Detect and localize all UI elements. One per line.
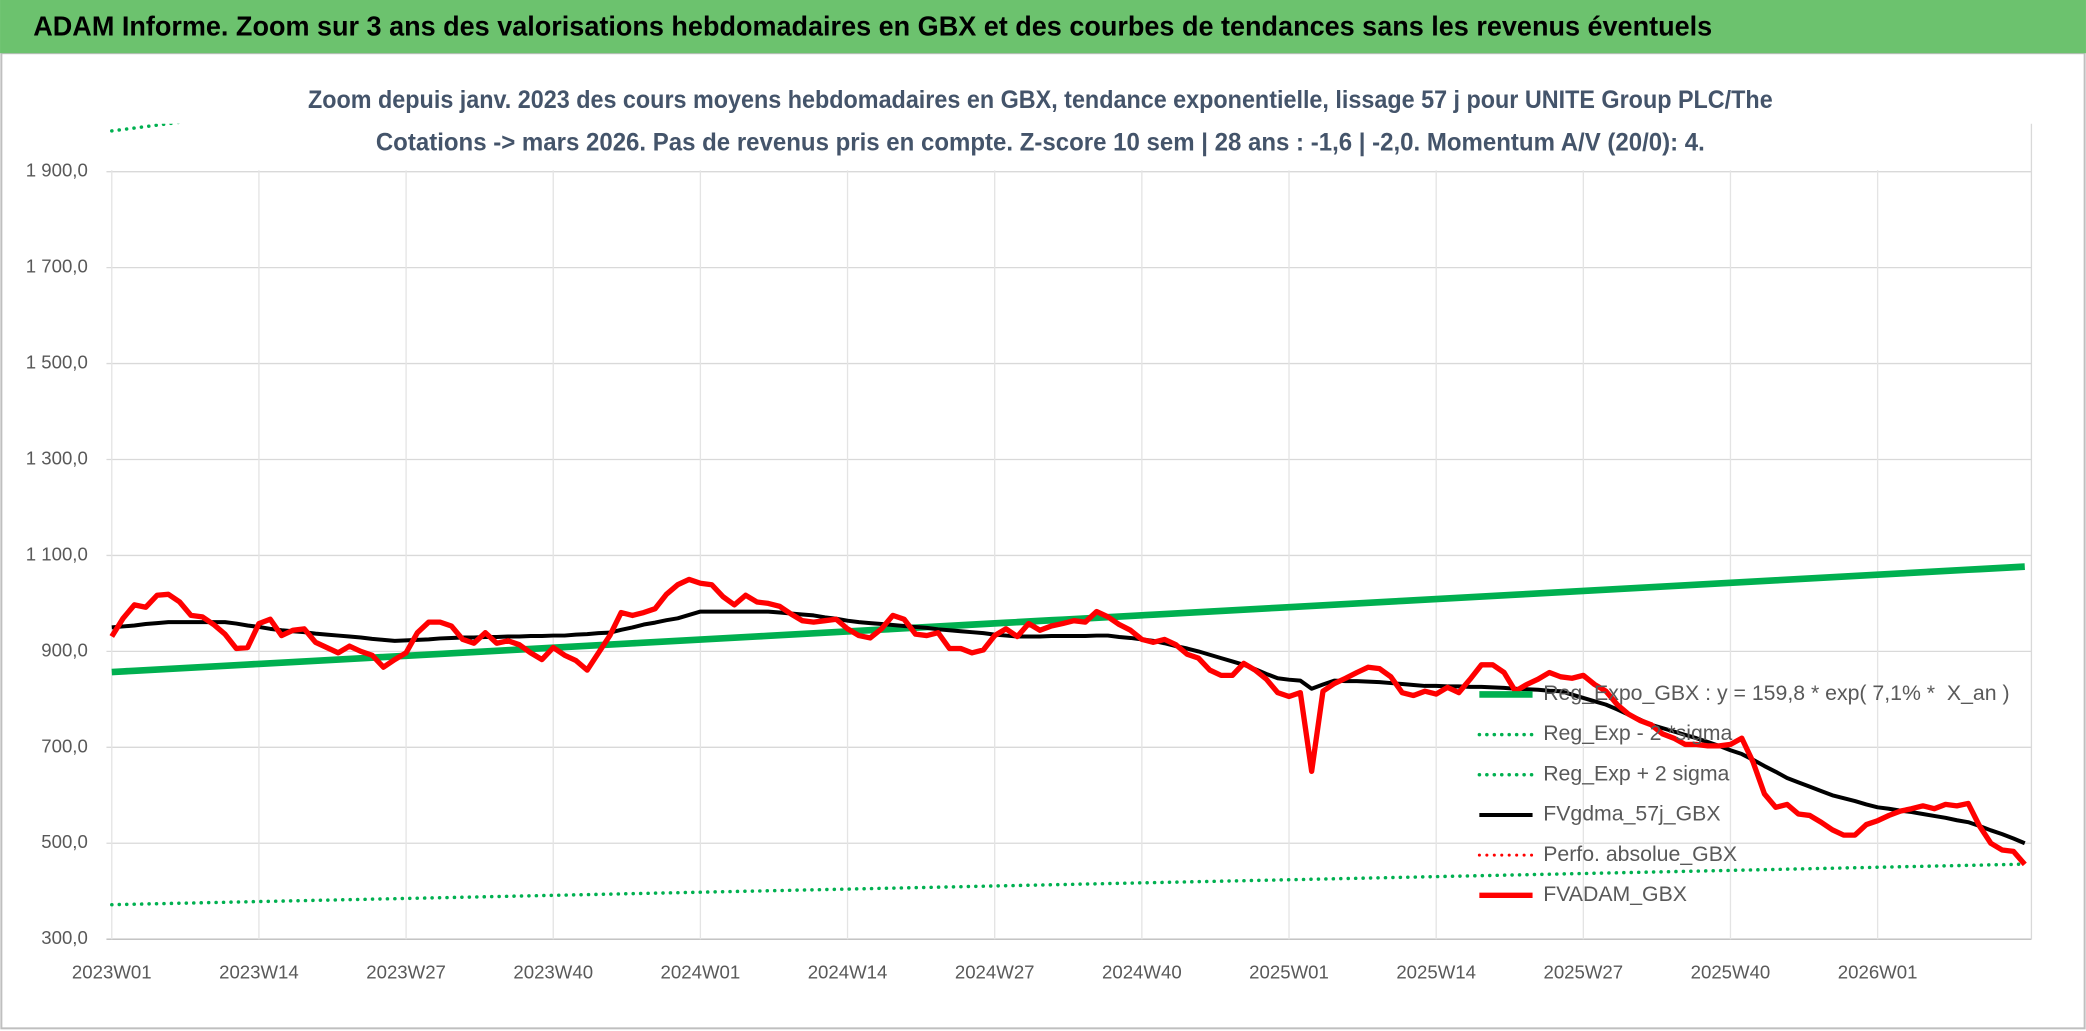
series-line [110,862,2027,907]
header-bar [0,0,2086,54]
x-tick-label: 2023W01 [72,962,152,983]
y-tick-label: 1 300,0 [26,447,88,468]
y-tick-label: 500,0 [41,831,88,852]
series-line [111,563,2025,676]
title-background [303,77,1780,171]
legend-label: FVgdma_57j_GBX [1543,802,1720,826]
header-title: ADAM Informe. Zoom sur 3 ans des valoris… [33,10,1712,41]
series-line [109,576,2027,867]
x-tick-label: 2024W40 [1102,962,1182,983]
legend-label: Perfo. absolue_GBX [1543,842,1737,866]
x-tick-label: 2023W14 [219,962,299,983]
legend-label: Reg_Exp - 2 *sigma [1543,721,1732,745]
x-tick-label: 2025W14 [1396,962,1476,983]
y-tick-label: 1 900,0 [26,160,88,181]
y-tick-label: 300,0 [41,927,88,948]
x-tick-label: 2024W01 [661,962,741,983]
chart-subtitle: Cotations -> mars 2026. Pas de revenus p… [376,128,1705,156]
x-tick-label: 2025W01 [1249,962,1329,983]
x-tick-label: 2024W14 [808,962,888,983]
legend-label: FVADAM_GBX [1543,882,1687,906]
y-tick-label: 1 500,0 [26,351,88,372]
x-tick-label: 2024W27 [955,962,1035,983]
x-tick-label: 2025W27 [1543,962,1623,983]
y-tick-label: 1 100,0 [26,543,88,564]
x-tick-label: 2025W40 [1691,962,1771,983]
legend-label: Reg_Exp + 2 sigma [1543,761,1729,785]
legend-label: Reg_Expo_GBX : y = 159,8 * exp( 7,1% * X… [1543,681,2009,705]
x-tick-label: 2023W40 [513,962,593,983]
y-tick-label: 1 700,0 [26,256,88,277]
y-tick-label: 700,0 [41,735,88,756]
y-tick-label: 900,0 [41,639,88,660]
series-line [111,609,2026,846]
x-tick-label: 2023W27 [366,962,446,983]
chart-title: Zoom depuis janv. 2023 des cours moyens … [308,86,1773,114]
x-tick-label: 2026W01 [1838,962,1918,983]
